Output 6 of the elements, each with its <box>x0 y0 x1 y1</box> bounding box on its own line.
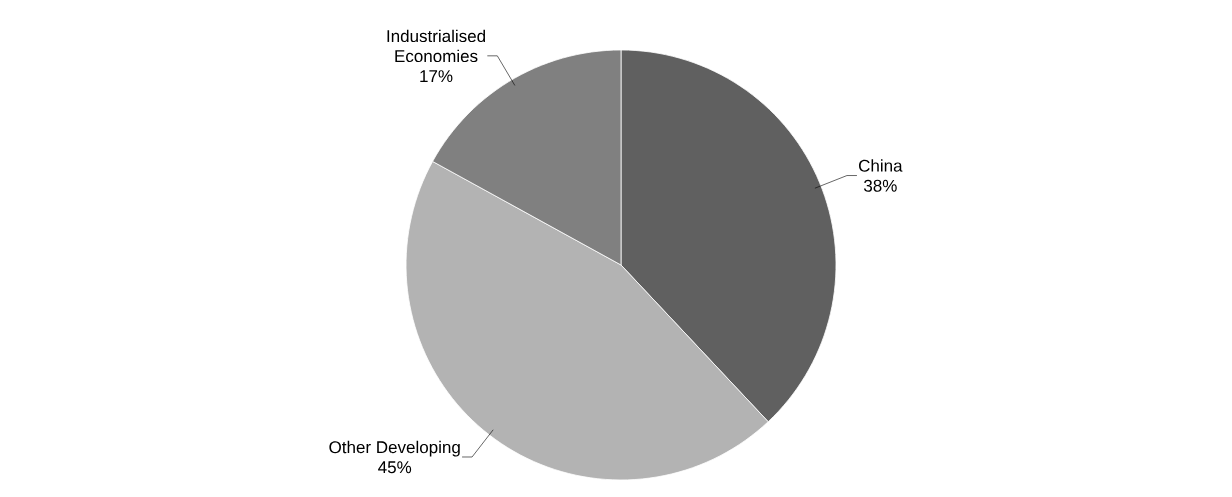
slice-label: Industrialised Economies <box>387 29 485 63</box>
data-label: 45% <box>378 461 412 474</box>
data-label: 17% <box>420 70 453 83</box>
data-label: 38% <box>863 179 897 192</box>
slice-label: Other Developing <box>329 440 460 457</box>
slice-label: China <box>859 159 903 172</box>
